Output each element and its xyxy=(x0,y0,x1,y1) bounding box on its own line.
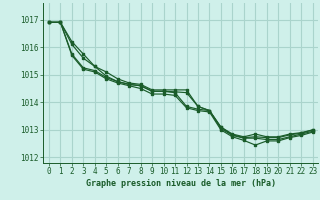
X-axis label: Graphe pression niveau de la mer (hPa): Graphe pression niveau de la mer (hPa) xyxy=(86,179,276,188)
